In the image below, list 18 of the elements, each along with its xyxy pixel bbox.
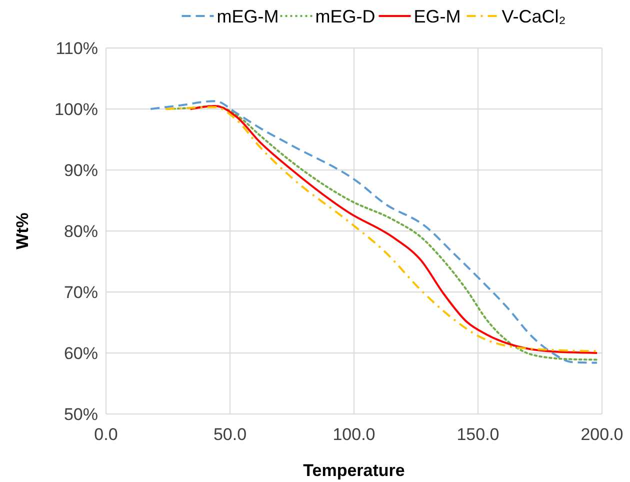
y-tick-label: 110% xyxy=(56,38,98,58)
legend-label: mEG-D xyxy=(315,6,376,26)
x-tick-label: 150.0 xyxy=(456,425,500,444)
x-tick-label: 0.0 xyxy=(94,425,118,444)
legend-label: EG-M xyxy=(414,6,461,26)
y-axis-title: Wt% xyxy=(13,212,32,250)
y-tick-label: 90% xyxy=(64,160,98,180)
y-tick-label: 100% xyxy=(54,100,98,119)
x-axis-title: Temperature xyxy=(303,461,405,480)
y-tick-label: 60% xyxy=(64,344,98,363)
y-tick-label: 80% xyxy=(64,222,98,241)
x-tick-label: 100.0 xyxy=(332,425,376,444)
x-tick-label: 200.0 xyxy=(580,425,624,444)
x-tick-label: 50.0 xyxy=(213,425,247,444)
legend-label: mEG-M xyxy=(216,6,279,26)
y-tick-label: 50% xyxy=(64,404,98,424)
y-tick-label: 70% xyxy=(64,282,98,302)
legend-label: V-CaCl₂ xyxy=(502,6,566,26)
